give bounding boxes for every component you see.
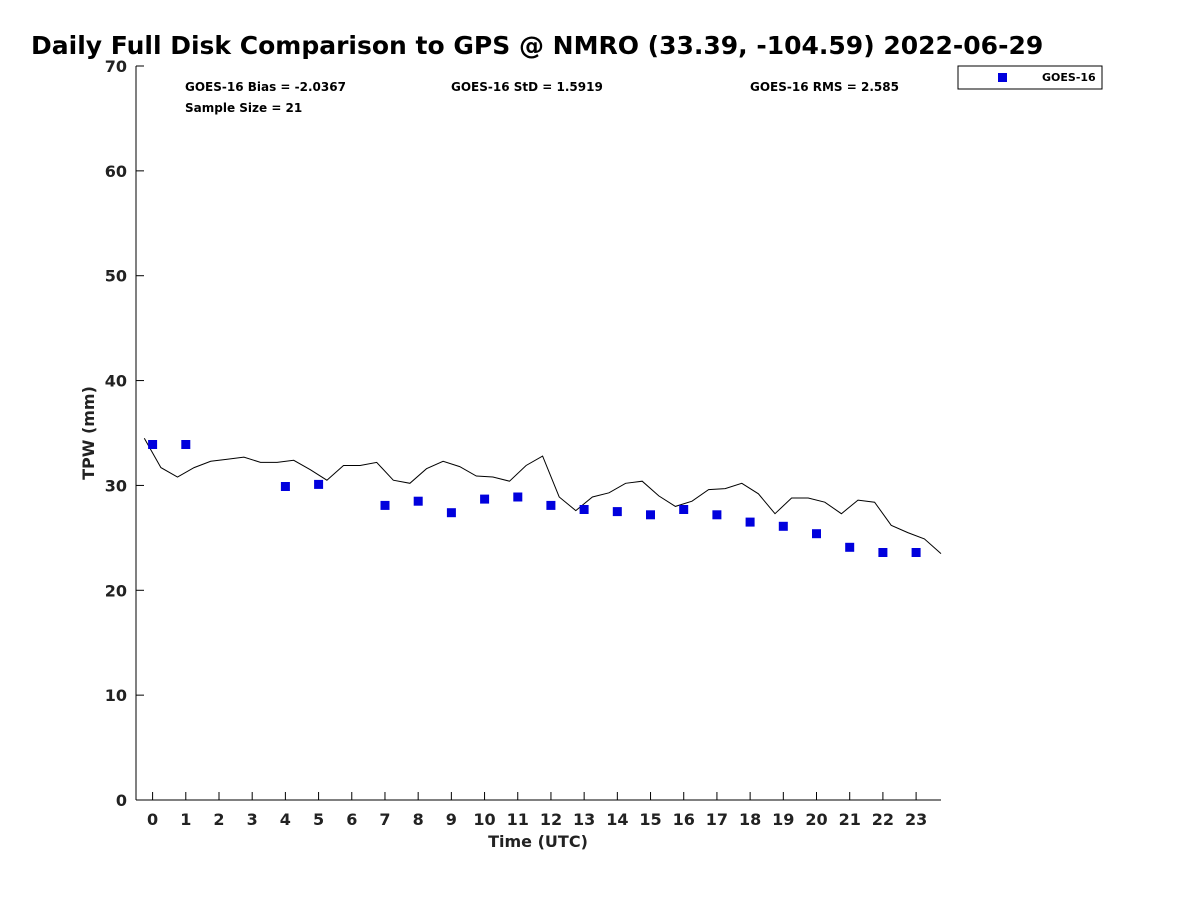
goes16-point — [446, 508, 456, 518]
x-tick-label: 17 — [706, 810, 728, 829]
goes16-point — [712, 510, 722, 520]
x-tick-label: 18 — [739, 810, 761, 829]
goes16-point — [778, 521, 788, 531]
goes16-point — [513, 492, 523, 502]
goes16-point — [314, 479, 324, 489]
x-tick-label: 23 — [905, 810, 927, 829]
x-tick-label: 8 — [413, 810, 424, 829]
sample-size-stat: Sample Size = 21 — [185, 101, 302, 115]
x-tick-label: 2 — [213, 810, 224, 829]
x-tick-label: 15 — [639, 810, 661, 829]
x-tick-label: 11 — [507, 810, 529, 829]
y-axis-label: TPW (mm) — [79, 386, 98, 480]
goes16-point — [679, 505, 689, 514]
y-tick-label: 20 — [105, 581, 127, 600]
goes16-point — [546, 500, 556, 510]
y-tick-label: 60 — [105, 162, 127, 181]
goes16-point — [845, 542, 855, 552]
legend-marker-goes16 — [998, 73, 1007, 82]
goes16-point — [878, 548, 888, 557]
legend-label-goes16: GOES-16 — [1042, 71, 1096, 84]
x-tick-label: 13 — [573, 810, 595, 829]
x-tick-label: 9 — [446, 810, 457, 829]
y-tick-label: 10 — [105, 686, 127, 705]
goes16-point — [911, 548, 921, 557]
legend: GOES-16 — [957, 65, 1103, 90]
x-tick-label: 7 — [379, 810, 390, 829]
chart-title: Daily Full Disk Comparison to GPS @ NMRO… — [31, 31, 1043, 60]
rms-stat: GOES-16 RMS = 2.585 — [750, 80, 899, 94]
x-tick-label: 5 — [313, 810, 324, 829]
x-tick-label: 10 — [473, 810, 495, 829]
x-tick-label: 21 — [839, 810, 861, 829]
goes16-point — [480, 494, 490, 504]
x-tick-label: 1 — [180, 810, 191, 829]
goes16-point — [646, 510, 655, 520]
goes16-point — [579, 505, 589, 514]
x-tick-label: 16 — [673, 810, 695, 829]
x-tick-label: 3 — [247, 810, 258, 829]
goes16-point — [612, 507, 622, 517]
y-tick-label: 40 — [105, 372, 127, 391]
std-stat: GOES-16 StD = 1.5919 — [451, 80, 603, 94]
goes16-point — [380, 500, 390, 510]
goes16-point — [280, 482, 290, 491]
y-tick-label: 70 — [105, 57, 127, 76]
x-tick-label: 19 — [772, 810, 794, 829]
plot-area: 0 1 2 3 4 5 6 7 8 9 10 11 12 13 14 15 16 17 18 19 20 21 22 23 0… — [105, 57, 942, 829]
x-tick-label: 6 — [346, 810, 357, 829]
x-tick-label: 22 — [872, 810, 894, 829]
x-tick-label: 20 — [805, 810, 827, 829]
x-tick-label: 0 — [147, 810, 158, 829]
y-tick-label: 30 — [105, 476, 127, 495]
y-axis-ticks: 0 10 20 30 40 50 60 70 — [105, 57, 144, 810]
bias-stat: GOES-16 Bias = -2.0367 — [185, 80, 346, 94]
x-tick-label: 12 — [540, 810, 562, 829]
y-tick-label: 50 — [105, 267, 127, 286]
x-axis-ticks: 0 1 2 3 4 5 6 7 8 9 10 11 12 13 14 15 16 17 18 19 20 21 22 23 — [147, 792, 927, 829]
legend-box — [957, 65, 1103, 90]
goes16-point — [413, 496, 423, 506]
goes16-point — [812, 529, 821, 539]
goes16-point — [181, 440, 191, 449]
goes16-point — [745, 517, 755, 527]
y-tick-label: 0 — [116, 791, 127, 810]
x-axis-label: Time (UTC) — [488, 832, 588, 851]
series-layer — [143, 437, 942, 557]
goes16-point — [148, 440, 158, 449]
gps-tpw-line — [143, 437, 942, 554]
x-tick-label: 4 — [280, 810, 291, 829]
x-tick-label: 14 — [606, 810, 628, 829]
